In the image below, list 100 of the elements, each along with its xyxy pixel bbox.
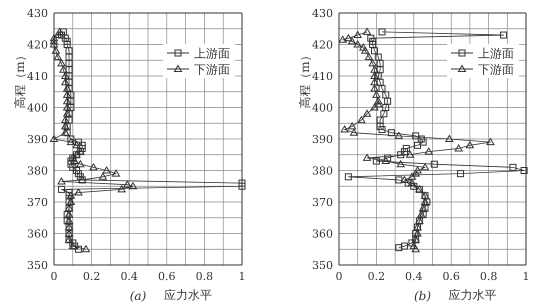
- y-tick-label: 420: [312, 38, 333, 52]
- point: [62, 34, 69, 42]
- point: [64, 38, 71, 45]
- point: [69, 239, 76, 246]
- point: [374, 72, 382, 80]
- x-tick-label: 0.2: [368, 270, 386, 283]
- point: [500, 32, 508, 39]
- point: [63, 97, 72, 104]
- point: [376, 60, 384, 67]
- x-axis-title: 应力水平: [164, 288, 212, 302]
- point: [66, 78, 73, 86]
- point: [68, 242, 77, 250]
- point: [76, 173, 84, 180]
- x-tick-label: 1: [522, 270, 530, 283]
- point: [78, 142, 86, 149]
- point: [58, 178, 66, 185]
- x-tick-label: 0: [50, 270, 58, 283]
- point: [414, 142, 422, 149]
- text: (b): [414, 289, 432, 303]
- point: [394, 132, 403, 139]
- point: [78, 144, 86, 152]
- point: [371, 47, 378, 54]
- point: [384, 98, 392, 105]
- point: [412, 132, 420, 140]
- point: [72, 141, 81, 148]
- point: [486, 138, 494, 146]
- point: [400, 176, 408, 183]
- point: [66, 198, 75, 205]
- point: [112, 170, 120, 177]
- point: [380, 110, 388, 118]
- x-tick-label: 0: [336, 270, 342, 283]
- point: [410, 182, 418, 190]
- point: [370, 66, 379, 73]
- point: [370, 84, 379, 92]
- point: [424, 148, 433, 155]
- point: [61, 116, 70, 124]
- point: [363, 154, 372, 161]
- point: [369, 38, 376, 45]
- x-tick-label: 0.6: [442, 270, 460, 283]
- point: [364, 53, 373, 60]
- point: [66, 47, 73, 54]
- point: [74, 170, 82, 178]
- point: [376, 78, 384, 86]
- point: [376, 122, 384, 130]
- point: [67, 136, 74, 142]
- legend-label: 上游面: [478, 46, 514, 60]
- y-tick-label: 350: [312, 259, 333, 272]
- point: [66, 54, 73, 61]
- point: [348, 122, 356, 130]
- point: [406, 150, 414, 158]
- y-tick-label: 380: [27, 164, 48, 178]
- point: [54, 31, 62, 38]
- point: [421, 163, 430, 170]
- point: [400, 242, 408, 250]
- point: [414, 166, 422, 174]
- point: [67, 160, 74, 168]
- point: [64, 41, 71, 48]
- point: [74, 188, 82, 196]
- point: [66, 138, 75, 146]
- point: [67, 91, 74, 98]
- point: [374, 100, 382, 108]
- point: [64, 211, 71, 218]
- point: [71, 242, 78, 250]
- point: [412, 170, 420, 177]
- x-tick-label: 1: [238, 270, 246, 283]
- point: [376, 116, 384, 124]
- point: [50, 135, 58, 142]
- point: [420, 138, 427, 146]
- y-tick-label: 370: [27, 196, 48, 209]
- point: [56, 28, 64, 35]
- y-tick-label: 430: [312, 7, 333, 20]
- y-tick-label: 360: [27, 228, 48, 240]
- point: [374, 54, 382, 61]
- point: [363, 28, 372, 35]
- y-axis-title: 高程（m）: [13, 49, 27, 109]
- text: (a): [130, 289, 147, 303]
- point: [50, 34, 58, 42]
- x-axis-title: 应力水平: [448, 288, 496, 302]
- point: [382, 157, 390, 164]
- legend-label: 上游面: [194, 46, 230, 60]
- point: [430, 160, 438, 168]
- point: [408, 172, 416, 180]
- point: [58, 186, 66, 193]
- point: [418, 136, 425, 142]
- point: [395, 176, 402, 184]
- point: [338, 36, 347, 43]
- point: [445, 135, 454, 142]
- point: [400, 148, 408, 156]
- point: [73, 167, 80, 174]
- point: [395, 244, 402, 252]
- point: [61, 72, 70, 79]
- point: [396, 160, 405, 168]
- y-tick-label: 420: [27, 38, 48, 52]
- point: [340, 126, 349, 133]
- point: [54, 53, 62, 60]
- point: [397, 151, 404, 158]
- point: [58, 32, 66, 39]
- point: [367, 34, 374, 42]
- point: [66, 192, 75, 199]
- point: [58, 59, 66, 66]
